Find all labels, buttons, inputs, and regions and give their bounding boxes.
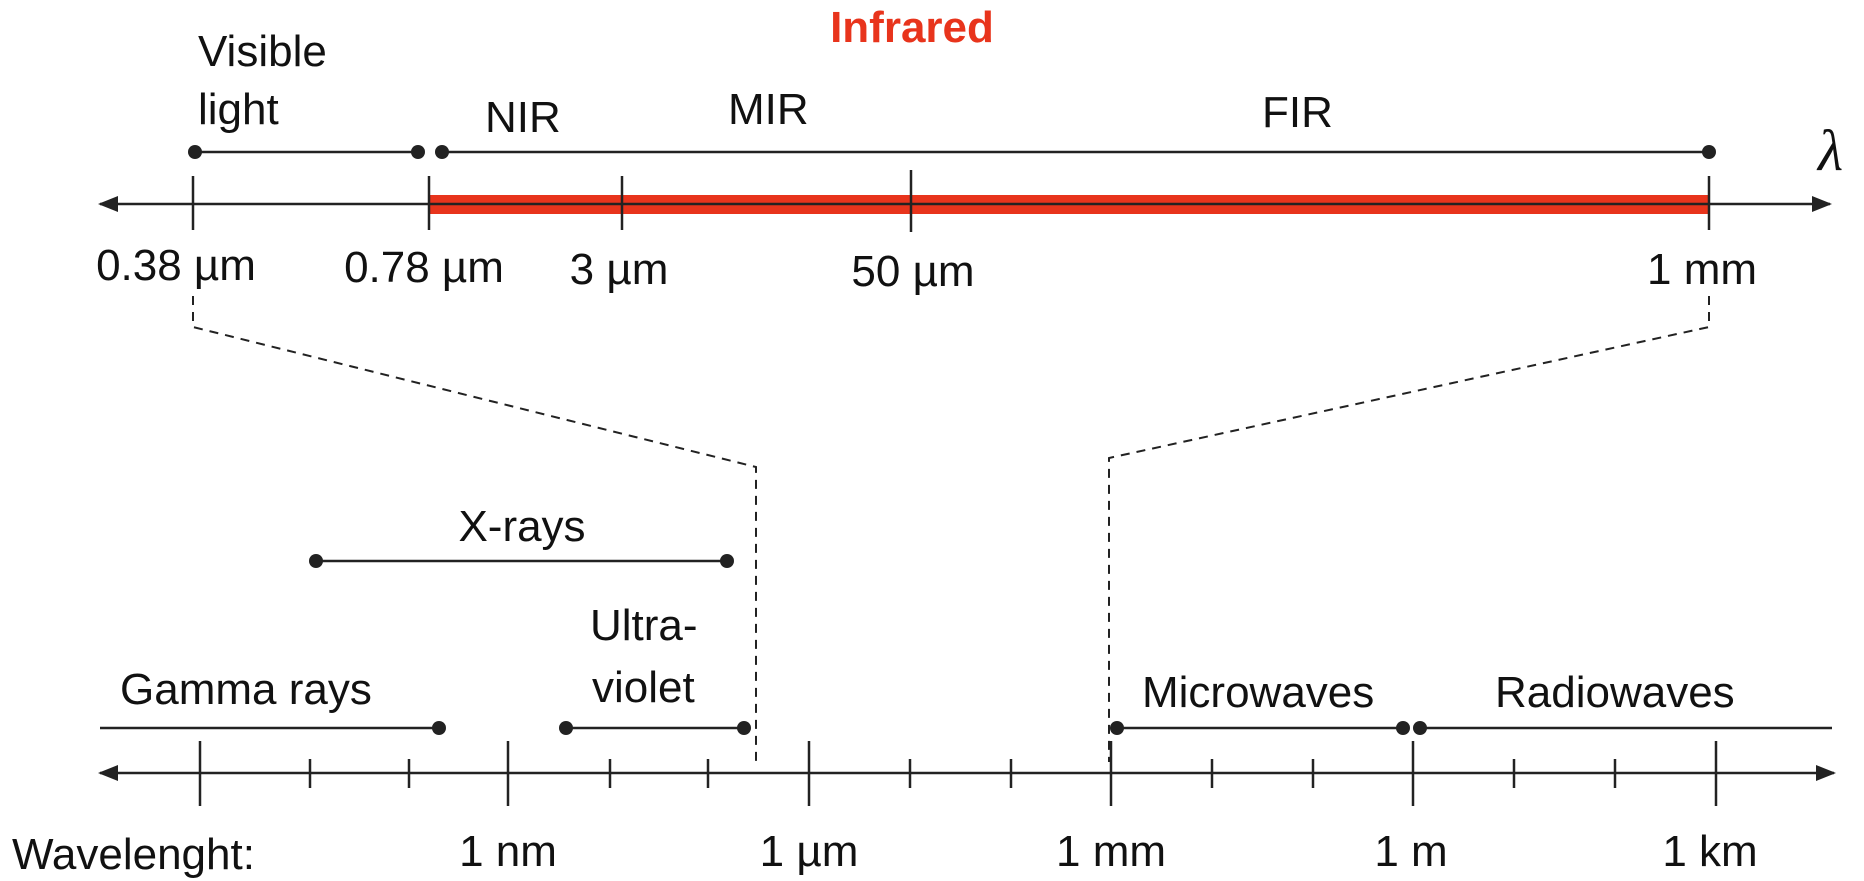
visible-light-label-1: Visible bbox=[198, 27, 327, 76]
bottom-tick-label-2: 1 mm bbox=[1056, 827, 1166, 876]
bottom-tick-label-0: 1 nm bbox=[459, 827, 557, 876]
zoom-connector-left bbox=[192, 296, 757, 762]
x-rays-label: X-rays bbox=[458, 502, 585, 551]
radiowaves-range bbox=[1413, 721, 1832, 735]
microwaves-label: Microwaves bbox=[1142, 668, 1374, 717]
top-tick-label-0: 0.38 µm bbox=[96, 241, 256, 290]
top-tick-label-2: 3 µm bbox=[570, 245, 669, 294]
wavelength-axis-label: Wavelenght: bbox=[12, 830, 255, 879]
visible-light-label-2: light bbox=[198, 85, 279, 134]
ultraviolet-range bbox=[559, 721, 751, 735]
x-rays-range bbox=[309, 554, 734, 568]
microwaves-range bbox=[1110, 721, 1410, 735]
visible-light-range bbox=[188, 145, 425, 159]
infrared-range bbox=[435, 145, 1716, 159]
ultraviolet-label-1: Ultra- bbox=[590, 601, 698, 650]
mir-label: MIR bbox=[728, 85, 809, 134]
fir-label: FIR bbox=[1262, 88, 1333, 137]
bottom-tick-label-3: 1 m bbox=[1374, 827, 1447, 876]
ultraviolet-label-2: violet bbox=[592, 663, 695, 712]
lambda-symbol: λ bbox=[1816, 118, 1843, 183]
gamma-rays-range bbox=[100, 721, 446, 735]
top-tick-label-4: 1 mm bbox=[1647, 245, 1757, 294]
radiowaves-label: Radiowaves bbox=[1495, 668, 1735, 717]
zoom-connector-right bbox=[1108, 296, 1710, 762]
gamma-rays-label: Gamma rays bbox=[120, 665, 372, 714]
top-tick-label-3: 50 µm bbox=[851, 247, 974, 296]
bottom-tick-label-4: 1 km bbox=[1662, 827, 1757, 876]
nir-label: NIR bbox=[485, 93, 561, 142]
bottom-tick-label-1: 1 µm bbox=[760, 827, 859, 876]
infrared-title: Infrared bbox=[830, 3, 994, 52]
top-tick-label-1: 0.78 µm bbox=[344, 243, 504, 292]
